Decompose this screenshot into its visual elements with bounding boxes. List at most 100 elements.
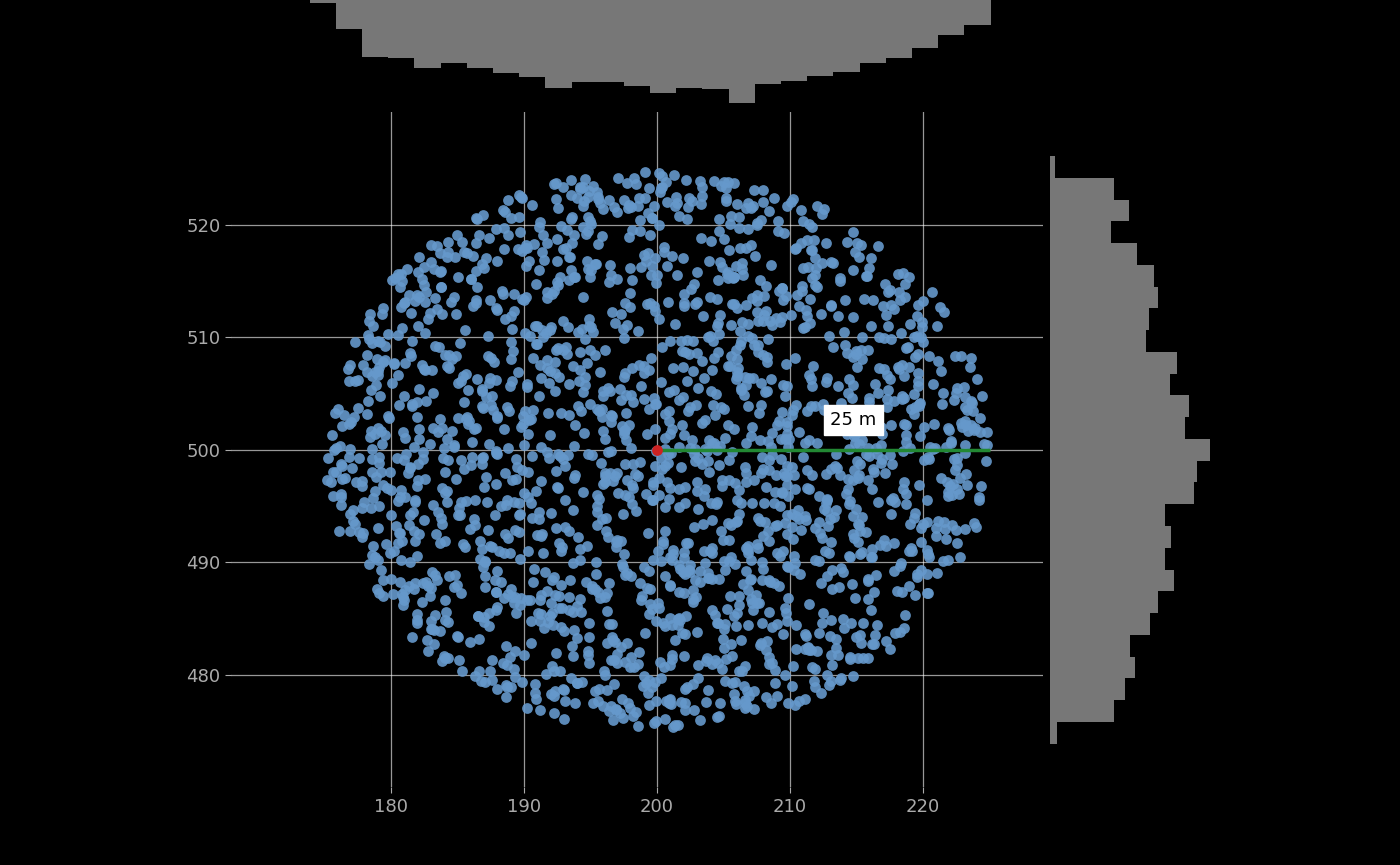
Point	[708, 255, 731, 269]
Point	[447, 270, 469, 284]
Point	[953, 390, 976, 404]
Point	[512, 439, 535, 452]
Point	[962, 404, 984, 418]
Point	[662, 720, 685, 734]
Point	[459, 522, 482, 535]
Point	[470, 542, 493, 556]
Point	[434, 651, 456, 665]
Point	[841, 509, 864, 522]
Point	[945, 387, 967, 400]
Point	[447, 509, 469, 522]
Point	[521, 511, 543, 525]
Point	[738, 221, 760, 235]
Point	[645, 614, 668, 628]
Point	[879, 332, 902, 346]
Point	[620, 477, 643, 491]
Point	[368, 499, 391, 513]
Point	[477, 522, 500, 536]
Point	[532, 227, 554, 241]
Point	[550, 406, 573, 420]
Point	[484, 585, 507, 599]
Point	[909, 429, 931, 443]
Point	[664, 199, 686, 213]
Point	[494, 312, 517, 326]
Point	[587, 192, 609, 206]
Point	[819, 298, 841, 312]
Point	[545, 588, 567, 602]
Point	[690, 232, 713, 246]
Point	[892, 482, 914, 496]
Point	[584, 582, 606, 596]
Point	[543, 663, 566, 677]
Point	[598, 193, 620, 207]
Point	[514, 648, 536, 662]
Point	[403, 524, 426, 538]
Point	[650, 655, 672, 669]
Point	[570, 404, 592, 418]
Point	[486, 446, 508, 460]
Point	[701, 513, 724, 527]
Bar	[650, 0, 676, 93]
Point	[406, 479, 428, 493]
Point	[661, 422, 683, 436]
Point	[669, 695, 692, 709]
Point	[907, 379, 930, 393]
Point	[588, 404, 610, 418]
Point	[430, 264, 452, 278]
Point	[665, 189, 687, 203]
Point	[941, 518, 963, 532]
Point	[885, 496, 907, 509]
Point	[347, 525, 370, 539]
Bar	[1050, 526, 1172, 548]
Point	[745, 288, 767, 302]
Point	[578, 343, 601, 357]
Point	[361, 319, 384, 333]
Point	[641, 211, 664, 225]
Point	[675, 536, 697, 550]
Point	[501, 375, 524, 388]
Point	[785, 241, 808, 255]
Point	[644, 444, 666, 458]
Point	[878, 642, 900, 656]
Point	[367, 368, 389, 381]
Point	[610, 692, 633, 706]
Point	[529, 588, 552, 602]
Point	[903, 330, 925, 344]
Point	[440, 295, 462, 309]
Point	[916, 586, 938, 600]
Point	[400, 631, 423, 644]
Point	[615, 388, 637, 402]
Point	[725, 352, 748, 366]
Point	[925, 566, 948, 580]
Point	[815, 467, 837, 481]
Point	[468, 664, 490, 678]
Point	[650, 375, 672, 389]
Point	[560, 263, 582, 277]
Point	[706, 616, 728, 630]
Point	[827, 309, 850, 323]
Point	[802, 360, 825, 374]
Point	[804, 278, 826, 292]
Point	[816, 569, 839, 583]
Point	[829, 673, 851, 687]
Point	[407, 457, 430, 471]
Bar	[1050, 592, 1158, 613]
Point	[788, 567, 811, 581]
Point	[714, 651, 736, 665]
Point	[659, 446, 682, 460]
Point	[776, 477, 798, 491]
Point	[673, 296, 696, 310]
Point	[393, 356, 416, 370]
Point	[811, 256, 833, 270]
Point	[644, 676, 666, 689]
Point	[823, 458, 846, 472]
Point	[692, 517, 714, 531]
Point	[731, 663, 753, 677]
Point	[475, 569, 497, 583]
Point	[871, 426, 893, 440]
Point	[613, 488, 636, 502]
Point	[493, 221, 515, 235]
Point	[946, 536, 969, 550]
Point	[879, 298, 902, 312]
Point	[637, 687, 659, 701]
